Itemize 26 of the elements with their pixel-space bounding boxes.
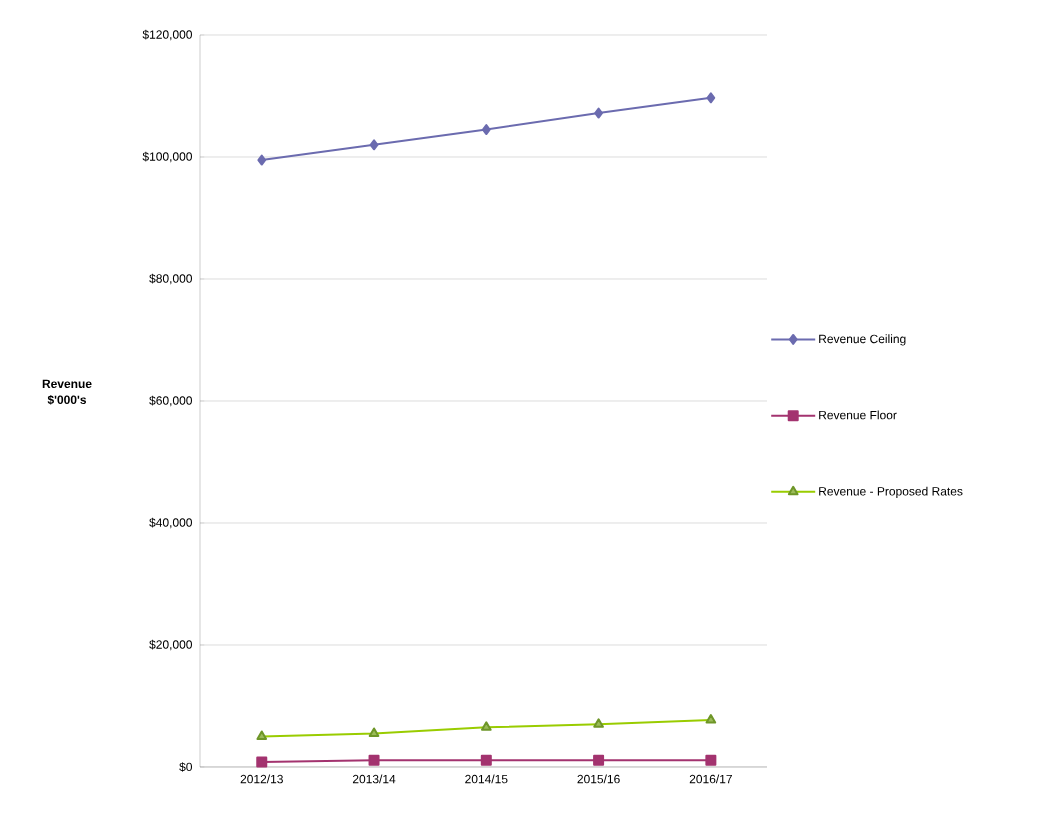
y-tick-label: $80,000 bbox=[149, 273, 192, 285]
y-axis-title: Revenue $'000's bbox=[42, 379, 92, 405]
point bbox=[593, 754, 605, 766]
x-tick-label: 2016/17 bbox=[689, 774, 732, 784]
legend-label: Revenue Ceiling bbox=[819, 334, 906, 346]
point bbox=[481, 124, 491, 136]
y-tick-label: $100,000 bbox=[142, 151, 192, 163]
point bbox=[594, 107, 603, 119]
point bbox=[368, 754, 380, 766]
legend-label: Revenue Floor bbox=[819, 410, 897, 420]
x-tick-label: 2015/16 bbox=[577, 774, 620, 784]
point bbox=[369, 139, 379, 151]
point bbox=[257, 154, 267, 166]
point bbox=[705, 754, 717, 766]
point bbox=[480, 754, 492, 766]
legend-label: Revenue - Proposed Rates bbox=[819, 486, 963, 498]
x-tick-label: 2014/15 bbox=[465, 774, 508, 784]
x-tick-label: 2012/13 bbox=[240, 774, 283, 784]
point bbox=[256, 756, 268, 768]
x-tick-label: 2013/14 bbox=[352, 774, 396, 784]
y-tick-label: $120,000 bbox=[142, 29, 192, 41]
y-tick-label: $20,000 bbox=[149, 639, 192, 651]
y-tick-label: $0 bbox=[179, 762, 193, 772]
point bbox=[706, 92, 716, 104]
y-tick-label: $40,000 bbox=[149, 517, 192, 529]
y-tick-label: $60,000 bbox=[149, 395, 192, 407]
